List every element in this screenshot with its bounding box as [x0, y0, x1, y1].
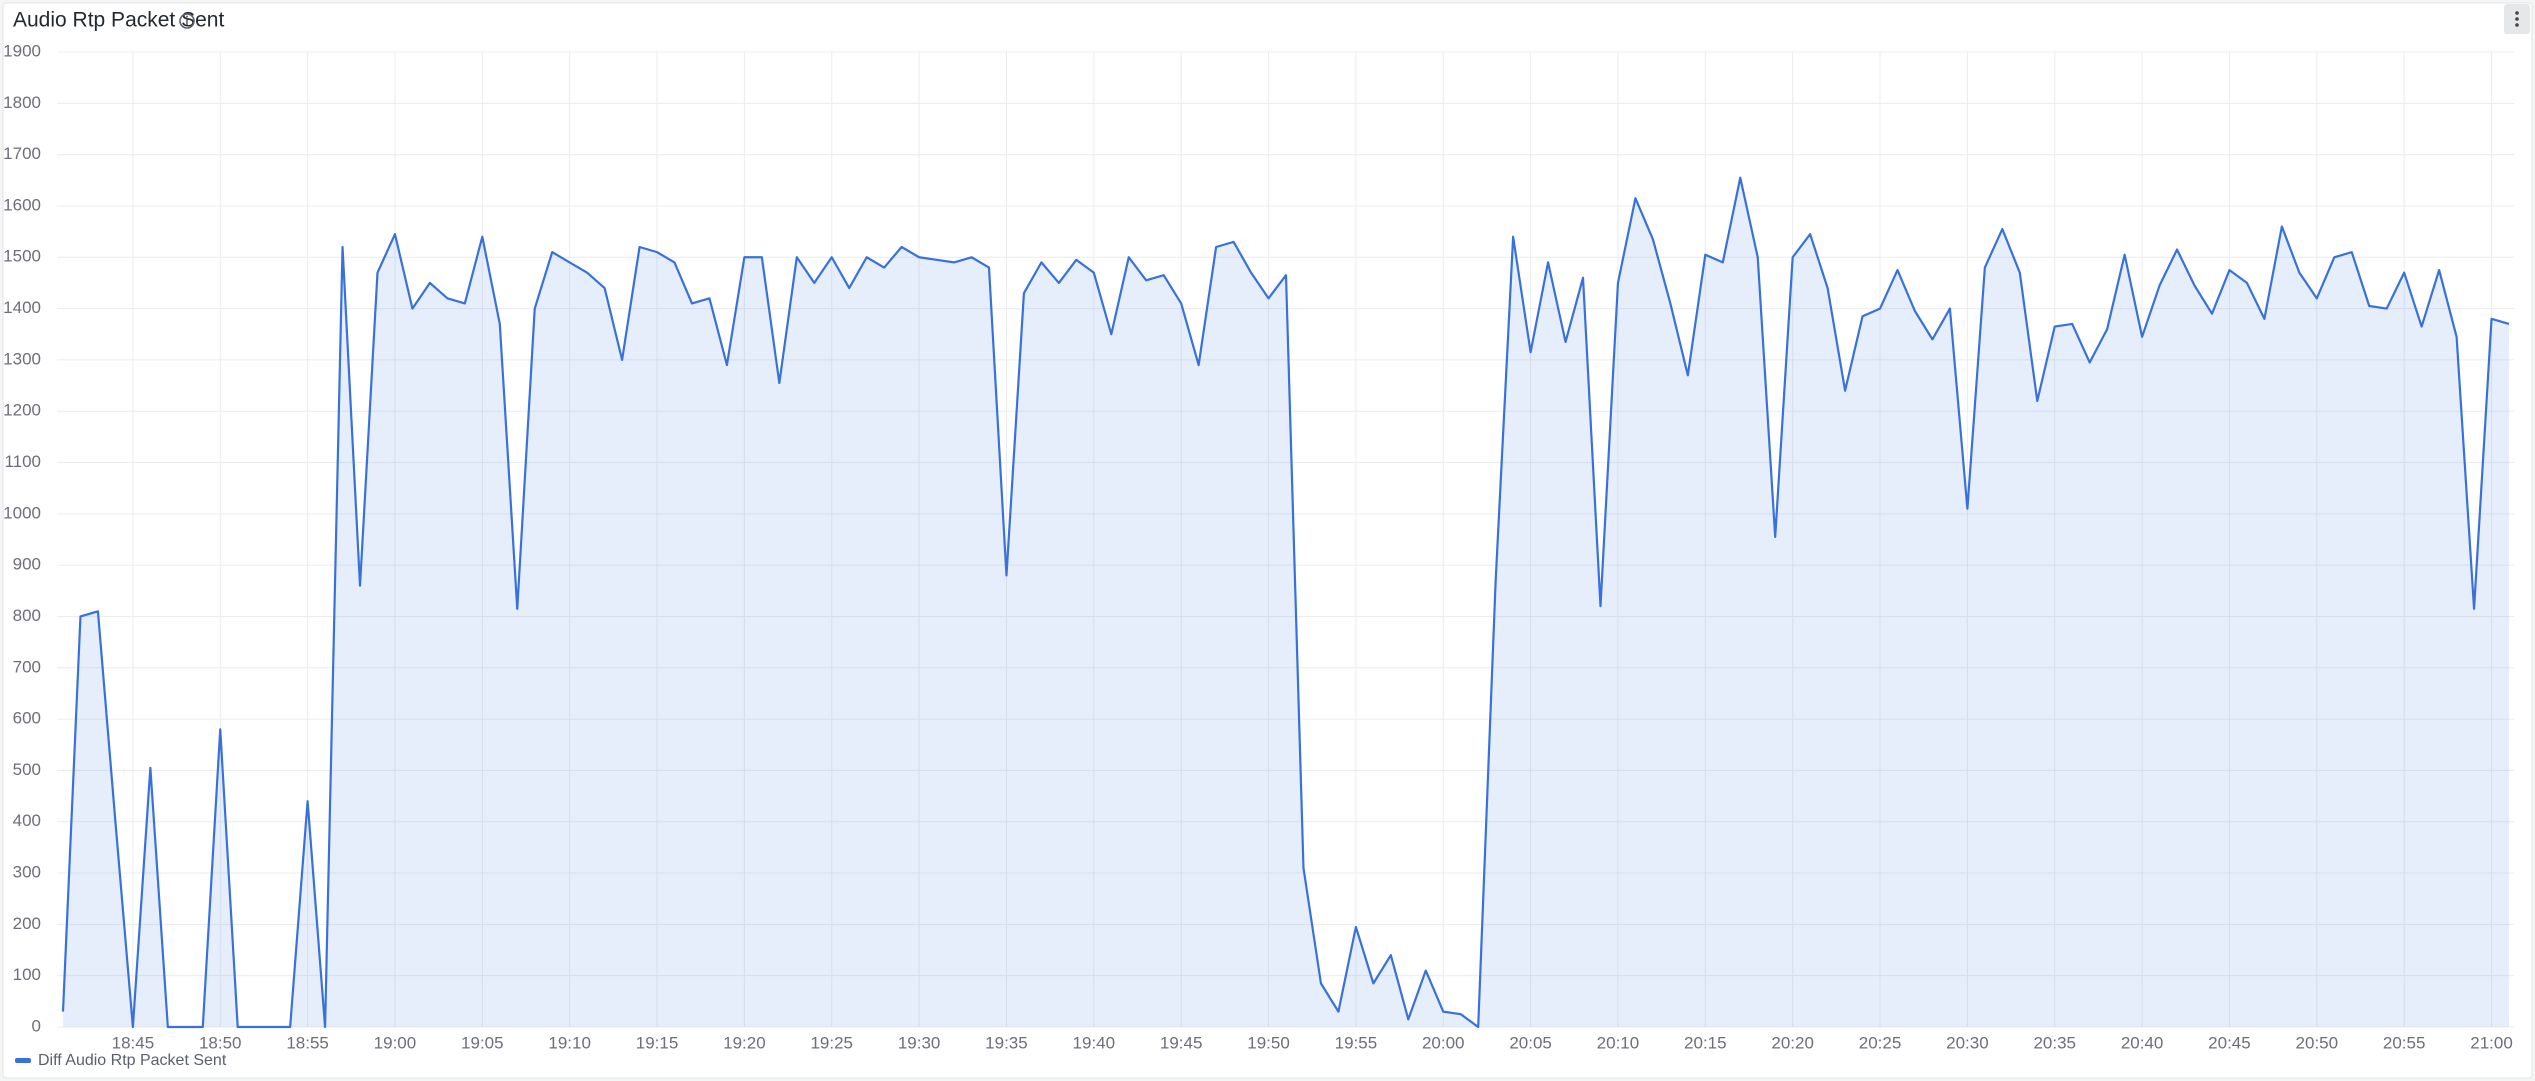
- y-tick-label: 900: [13, 555, 41, 574]
- x-tick-label: 19:05: [461, 1033, 504, 1052]
- legend-label: Diff Audio Rtp Packet Sent: [38, 1052, 227, 1069]
- y-tick-label: 1000: [3, 503, 41, 522]
- x-tick-label: 18:45: [112, 1033, 155, 1052]
- y-tick-label: 1700: [3, 144, 41, 163]
- y-tick-label: 800: [13, 606, 41, 625]
- x-tick-label: 20:15: [1684, 1033, 1727, 1052]
- y-tick-label: 1300: [3, 349, 41, 368]
- x-tick-label: 20:30: [1946, 1033, 1989, 1052]
- y-tick-label: 1400: [3, 298, 41, 317]
- x-tick-label: 20:10: [1597, 1033, 1640, 1052]
- menu-button[interactable]: [2504, 4, 2530, 34]
- series-area: [63, 177, 2509, 1028]
- x-tick-label: 19:35: [985, 1033, 1028, 1052]
- y-tick-label: 100: [13, 965, 41, 984]
- y-tick-label: 300: [13, 863, 41, 882]
- x-tick-label: 21:00: [2470, 1033, 2513, 1052]
- y-tick-label: 200: [13, 914, 41, 933]
- x-tick-label: 18:55: [286, 1033, 329, 1052]
- axis-labels: 0 100 200 300 400 500 600 700 800 900 1000 1100 1200…: [3, 41, 2513, 1052]
- panel-title: Audio Rtp Packet Sent: [13, 9, 224, 32]
- x-tick-label: 19:15: [636, 1033, 679, 1052]
- info-icon[interactable]: [179, 13, 195, 29]
- legend[interactable]: Diff Audio Rtp Packet Sent: [15, 1052, 227, 1069]
- y-tick-label: 1600: [3, 195, 41, 214]
- y-tick-label: 1800: [3, 93, 41, 112]
- x-tick-label: 20:25: [1859, 1033, 1902, 1052]
- x-tick-label: 20:55: [2383, 1033, 2426, 1052]
- legend-key: [15, 1058, 31, 1063]
- y-tick-label: 1900: [3, 41, 41, 60]
- x-tick-label: 20:35: [2033, 1033, 2076, 1052]
- x-tick-label: 20:05: [1509, 1033, 1552, 1052]
- y-tick-label: 1500: [3, 247, 41, 266]
- y-tick-label: 700: [13, 657, 41, 676]
- y-tick-label: 400: [13, 811, 41, 830]
- y-tick-label: 1100: [4, 452, 41, 471]
- x-tick-label: 20:00: [1422, 1033, 1465, 1052]
- x-tick-label: 19:10: [548, 1033, 591, 1052]
- x-tick-label: 19:20: [723, 1033, 766, 1052]
- y-tick-label: 500: [13, 760, 41, 779]
- y-tick-label: 600: [13, 709, 41, 728]
- x-tick-label: 20:45: [2208, 1033, 2251, 1052]
- x-tick-label: 19:00: [374, 1033, 417, 1052]
- x-tick-label: 20:40: [2121, 1033, 2164, 1052]
- x-tick-label: 19:40: [1073, 1033, 1116, 1052]
- x-tick-label: 18:50: [199, 1033, 242, 1052]
- plot: [61, 176, 2510, 1029]
- x-tick-label: 19:45: [1160, 1033, 1203, 1052]
- x-tick-label: 19:25: [810, 1033, 853, 1052]
- x-tick-label: 20:20: [1771, 1033, 1814, 1052]
- y-tick-label: 0: [32, 1016, 41, 1035]
- x-tick-label: 19:50: [1247, 1033, 1290, 1052]
- y-tick-label: 1200: [3, 401, 41, 420]
- series-line: [61, 176, 2510, 1029]
- grid: [57, 51, 2514, 1028]
- x-tick-label: 19:30: [898, 1033, 941, 1052]
- x-tick-label: 20:50: [2296, 1033, 2339, 1052]
- x-tick-label: 19:55: [1335, 1033, 1378, 1052]
